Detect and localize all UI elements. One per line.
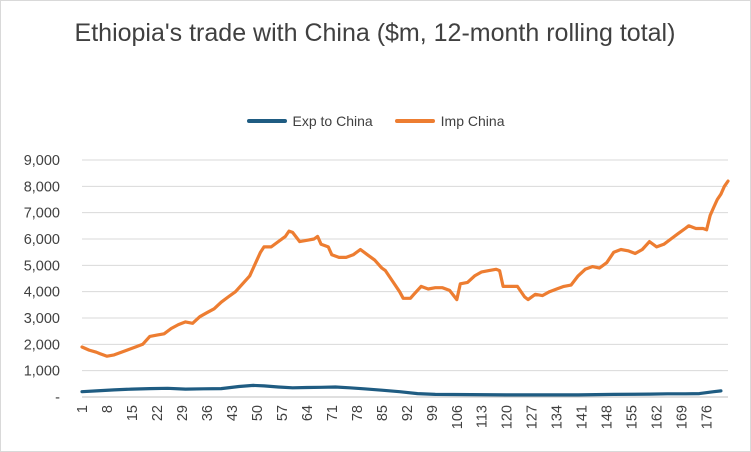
x-tick-label: 50 <box>250 405 266 421</box>
x-tick-label: 22 <box>150 405 166 421</box>
legend-swatch-exp <box>246 119 287 123</box>
x-tick-label: 85 <box>375 405 391 421</box>
x-tick-label: 15 <box>125 405 141 421</box>
legend-swatch-imp <box>394 119 435 123</box>
y-tick-label: 7,000 <box>24 206 60 222</box>
y-tick-label: 4,000 <box>24 285 60 301</box>
x-tick-label: 113 <box>475 405 491 428</box>
legend-item-exp: Exp to China <box>246 113 373 129</box>
y-tick-label: 5,000 <box>24 258 60 274</box>
x-tick-label: 8 <box>100 405 116 413</box>
chart-title: Ethiopia's trade with China ($m, 12-mont… <box>74 19 676 47</box>
legend-label-exp: Exp to China <box>292 113 373 129</box>
x-tick-label: 1 <box>75 405 91 413</box>
x-tick-label: 29 <box>175 405 191 421</box>
series-line-imp <box>80 179 730 358</box>
x-tick-label: 162 <box>650 405 666 429</box>
legend-item-imp: Imp China <box>394 113 505 129</box>
y-tick-label: 8,000 <box>24 179 60 195</box>
x-tick-label: 127 <box>525 405 541 429</box>
x-tick-label: 155 <box>625 405 641 429</box>
x-tick-label: 57 <box>275 405 291 421</box>
x-tick-label: 64 <box>300 405 316 421</box>
y-tick-label: - <box>55 390 60 406</box>
x-tick-label: 71 <box>325 405 341 421</box>
series-line-exp <box>80 383 723 397</box>
x-tick-label: 169 <box>675 405 691 429</box>
x-tick-label: 148 <box>600 405 616 429</box>
x-tick-label: 43 <box>225 405 241 421</box>
x-tick-label: 176 <box>700 405 716 429</box>
x-tick-label: 92 <box>400 405 416 421</box>
x-tick-label: 78 <box>350 405 366 421</box>
y-tick-label: 1,000 <box>24 364 60 380</box>
x-tick-label: 141 <box>575 405 591 429</box>
x-tick-label: 106 <box>450 405 466 429</box>
y-tick-label: 3,000 <box>24 311 60 327</box>
x-tick-label: 134 <box>550 405 566 429</box>
y-tick-label: 6,000 <box>24 232 60 248</box>
legend-label-imp: Imp China <box>440 113 505 129</box>
x-tick-label: 36 <box>200 405 216 421</box>
x-tick-label: 120 <box>500 405 516 429</box>
x-tick-label: 99 <box>425 405 441 421</box>
y-tick-label: 9,000 <box>24 153 60 169</box>
y-tick-label: 2,000 <box>24 337 60 353</box>
chart-legend: Exp to China Imp China <box>0 111 751 131</box>
